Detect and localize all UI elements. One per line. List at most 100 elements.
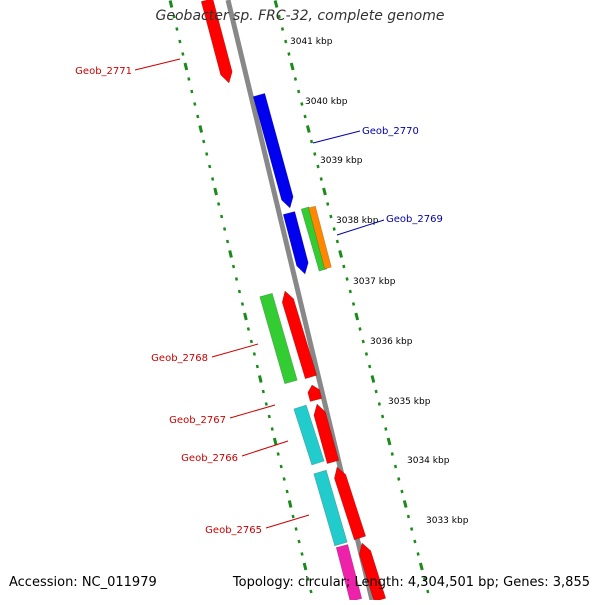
tick-minor [267,414,271,419]
tick-minor [217,202,221,206]
accession-text: Accession: NC_011979 [9,575,157,590]
gene-geob-2770-arrow [252,93,294,209]
tick-minor [225,239,230,244]
tick-minor [277,14,281,19]
tick-minor [300,102,304,106]
gene-magenta-bar [335,544,363,602]
gene-label: Geob_2769 [386,214,443,225]
gene-label: Geob_2767 [169,415,226,426]
tick-minor [237,289,242,294]
gene-label: Geob_2770 [362,126,419,137]
tick-minor [255,364,259,369]
tick-minor [172,14,176,19]
tick-minor [342,264,346,269]
tick-minor [426,589,430,594]
tick-minor [208,164,212,169]
tick-minor [196,114,200,119]
tick-minor [234,277,239,281]
tick-minor [297,89,301,94]
gene-leader-line [241,440,289,457]
tick-label: 3038 kbp [336,216,379,226]
tick-minor [300,552,304,556]
tick-minor [374,389,378,394]
gene-label: Geob_2766 [181,453,238,464]
tick-label: 3040 kbp [305,97,348,107]
genome-summary-text: Topology: circular; Length: 4,304,501 bp… [232,575,590,590]
gene-geob-2769-arrow [282,211,309,275]
tick-major [287,500,293,508]
tick-minor [410,527,414,531]
tick-label: 3039 kbp [320,156,363,166]
tick-minor [287,52,291,56]
tick-minor [406,514,411,519]
tick-major [302,562,308,571]
tick-major [258,375,263,383]
tick-minor [358,327,362,331]
gene-label: Geob_2771 [75,66,132,77]
outer-tick-row [273,0,430,594]
gene-layer [200,0,387,603]
tick-major [418,562,424,571]
gene-geob-2766-bar [293,404,325,466]
tick-minor [422,577,427,581]
tick-labels: 3041 kbp 3040 kbp 3039 kbp 3038 kbp 3037 kbp… [290,37,469,526]
tick-major [402,500,408,508]
map-title: Geobacter sp. FRC-32, complete genome [155,8,445,24]
gene-red-arrow-up [281,290,318,380]
tick-minor [380,414,385,419]
tick-minor [284,39,288,44]
tick-minor [280,27,285,31]
gene-leader-line [265,514,310,529]
tick-minor [223,227,227,231]
tick-minor [276,452,280,456]
tick-minor [202,139,206,144]
tick-minor [345,277,349,281]
tick-major [386,437,392,446]
tick-minor [332,227,336,231]
tick-major [198,125,204,133]
tick-minor [291,514,295,519]
tick-minor [368,364,372,369]
gene-label: Geob_2765 [205,525,262,536]
tick-minor [246,327,250,331]
tick-minor [252,352,256,356]
gene-geob-2767-arrow [313,403,340,464]
tick-minor [220,214,224,219]
tick-major [243,312,248,321]
tick-minor [416,552,420,556]
tick-major [289,62,295,71]
tick-minor [285,489,289,494]
inner-tick-row [168,0,313,594]
tick-minor [231,264,236,269]
tick-minor [390,452,394,456]
tick-minor [329,214,333,219]
tick-minor [351,302,356,306]
tick-minor [261,389,265,394]
tick-minor [282,477,286,481]
tick-major [370,375,376,383]
tick-major [338,250,343,258]
tick-minor [205,152,209,156]
gene-geob-2768-bar [259,292,298,385]
tick-minor [181,52,185,56]
tick-major [213,187,218,196]
gene-leader-line [134,58,181,71]
tick-minor [279,464,283,469]
tick-minor [264,402,268,406]
gene-label: Geob_2768 [151,353,208,364]
tick-label: 3041 kbp [290,37,333,47]
tick-major [168,0,174,8]
tick-minor [393,464,398,469]
tick-minor [413,539,417,544]
tick-major [228,250,233,258]
tick-minor [249,339,253,344]
tick-minor [309,589,313,594]
tick-minor [297,539,301,544]
gene-green-small [300,206,328,272]
tick-minor [348,289,352,294]
tick-minor [294,527,298,531]
gene-leader-line [229,404,276,419]
gene-geob-2765-bar [313,469,348,547]
tick-major [305,125,311,133]
